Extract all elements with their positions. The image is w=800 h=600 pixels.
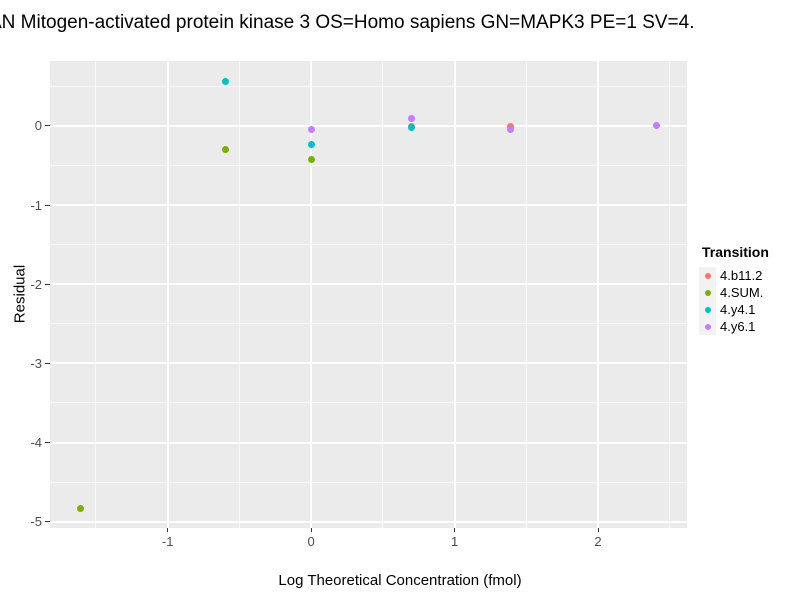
x-tick-mark: [597, 528, 599, 532]
y-tick-label: 0: [34, 118, 42, 134]
x-minor-gridline: [669, 61, 671, 528]
legend-item-label: 4.b11.2: [720, 268, 763, 283]
y-major-gridline: [50, 283, 687, 286]
x-minor-gridline: [382, 61, 384, 528]
data-point-4.SUM.: [76, 504, 84, 512]
y-tick-label: -2: [30, 276, 42, 292]
y-minor-gridline: [50, 164, 687, 166]
legend-item-4.y6.1: 4.y6.1: [699, 318, 769, 335]
legend-item-4.b11.2: 4.b11.2: [699, 267, 769, 284]
data-point-4.SUM.: [307, 155, 315, 163]
legend-dot-icon: [704, 306, 711, 313]
data-point-4.y6.1: [307, 125, 315, 133]
y-axis-title: Residual: [11, 264, 29, 324]
legend-key: [699, 267, 716, 284]
x-minor-gridline: [525, 61, 527, 528]
data-point-4.y6.1: [507, 125, 515, 133]
y-tick-label: -5: [30, 514, 42, 530]
x-major-gridline: [597, 61, 600, 528]
x-axis-title: Log Theoretical Concentration (fmol): [278, 572, 522, 589]
legend-key: [699, 301, 716, 318]
x-major-gridline: [166, 61, 169, 528]
plot-panel: [50, 61, 687, 528]
legend-item-label: 4.y4.1: [720, 302, 756, 317]
x-major-gridline: [453, 61, 456, 528]
data-point-4.y6.1: [408, 115, 416, 123]
legend-title: Transition: [702, 244, 769, 260]
x-tick-label: 1: [450, 534, 459, 549]
y-major-gridline: [50, 204, 687, 207]
chart-title: AN Mitogen-activated protein kinase 3 OS…: [0, 12, 695, 33]
y-tick-label: -3: [30, 355, 42, 371]
legend-item-label: 4.y6.1: [720, 319, 756, 334]
x-tick-label: 0: [307, 534, 315, 549]
y-major-gridline: [50, 441, 687, 444]
y-tick-mark: [45, 362, 50, 364]
y-tick-mark: [45, 125, 50, 127]
legend-key: [699, 284, 716, 301]
legend-item-4.y4.1: 4.y4.1: [699, 301, 769, 318]
legend: Transition 4.b11.2 4.SUM. 4.y4.1 4.y6.1: [699, 244, 769, 335]
data-point-4.y4.1: [408, 123, 416, 131]
y-minor-gridline: [50, 85, 687, 87]
legend-dot-icon: [704, 289, 711, 296]
x-minor-gridline: [95, 61, 97, 528]
x-tick-label: 2: [594, 534, 602, 549]
y-minor-gridline: [50, 402, 687, 404]
legend-item-label: 4.SUM.: [720, 285, 764, 300]
y-major-gridline: [50, 124, 687, 127]
data-point-4.SUM.: [221, 146, 229, 154]
y-minor-gridline: [50, 323, 687, 325]
x-minor-gridline: [238, 61, 240, 528]
legend-rows: 4.b11.2 4.SUM. 4.y4.1 4.y6.1: [699, 267, 769, 335]
y-major-gridline: [50, 520, 687, 523]
y-tick-mark: [45, 283, 50, 285]
y-tick-mark: [45, 442, 50, 443]
x-tick-mark: [310, 528, 312, 532]
y-minor-gridline: [50, 244, 687, 246]
data-point-4.y6.1: [653, 122, 661, 130]
x-tick-mark: [167, 528, 169, 532]
y-tick-mark: [45, 521, 50, 523]
y-minor-gridline: [50, 481, 687, 483]
legend-item-4.SUM.: 4.SUM.: [699, 284, 769, 301]
x-major-gridline: [310, 61, 313, 528]
y-tick-mark: [45, 204, 50, 206]
data-point-4.y4.1: [221, 78, 229, 86]
y-tick-label: -1: [30, 197, 42, 213]
x-tick-label: -1: [161, 534, 174, 549]
legend-key: [699, 318, 716, 335]
y-tick-label: -4: [30, 435, 42, 450]
legend-dot-icon: [704, 272, 711, 279]
data-point-4.y4.1: [307, 140, 315, 148]
y-major-gridline: [50, 362, 687, 365]
legend-dot-icon: [704, 323, 711, 330]
x-tick-mark: [454, 528, 456, 532]
